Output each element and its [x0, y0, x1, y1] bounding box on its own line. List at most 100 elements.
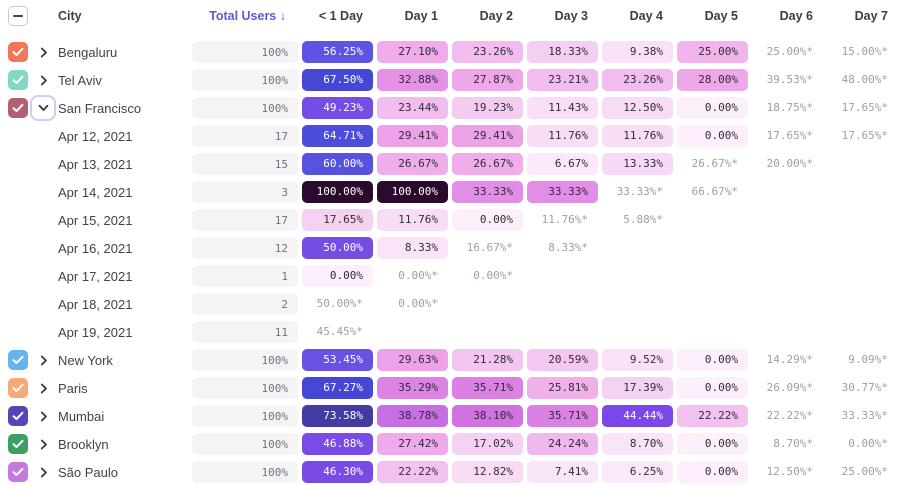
retention-cell[interactable]: 26.67%: [377, 153, 448, 175]
retention-cell[interactable]: 24.24%: [527, 433, 598, 455]
expand-chevron-right-icon[interactable]: [34, 378, 54, 398]
retention-cell[interactable]: 18.33%: [527, 41, 598, 63]
retention-cell[interactable]: 64.71%: [302, 125, 373, 147]
retention-cell[interactable]: 11.76%: [527, 125, 598, 147]
retention-cell[interactable]: 33.33%: [452, 181, 523, 203]
retention-cell[interactable]: 22.22%: [377, 461, 448, 483]
retention-cell[interactable]: 22.22%: [677, 405, 748, 427]
day-column-4: 17.39%: [598, 377, 673, 399]
row-checkbox[interactable]: [8, 378, 28, 398]
retention-cell[interactable]: 0.00%: [302, 265, 373, 287]
retention-cell[interactable]: 20.59%: [527, 349, 598, 371]
retention-cell[interactable]: 0.00%: [452, 209, 523, 231]
retention-cell[interactable]: 46.30%: [302, 461, 373, 483]
retention-cell[interactable]: 29.41%: [452, 125, 523, 147]
retention-cell[interactable]: 23.44%: [377, 97, 448, 119]
day-column-1: 26.67%: [373, 153, 448, 175]
retention-cell[interactable]: 32.88%: [377, 69, 448, 91]
retention-cell[interactable]: 6.25%: [602, 461, 673, 483]
row-checkbox[interactable]: [8, 434, 28, 454]
retention-cell[interactable]: 23.21%: [527, 69, 598, 91]
collapse-chevron-down-icon[interactable]: [30, 95, 56, 121]
retention-cell[interactable]: 0.00%: [677, 349, 748, 371]
retention-cell[interactable]: 56.25%: [302, 41, 373, 63]
retention-cell[interactable]: 46.88%: [302, 433, 373, 455]
day-column-2: 0.00%*: [448, 265, 523, 287]
table-header-row: City Total Users ↓ < 1 Day Day 1 Day 2 Day …: [0, 2, 920, 30]
row-checkbox[interactable]: [8, 42, 28, 62]
retention-cell[interactable]: 35.71%: [527, 405, 598, 427]
chevron-column: [28, 462, 58, 482]
retention-cell[interactable]: 44.44%: [602, 405, 673, 427]
row-checkbox[interactable]: [8, 350, 28, 370]
expand-chevron-right-icon[interactable]: [34, 350, 54, 370]
retention-cell[interactable]: 50.00%: [302, 237, 373, 259]
expand-chevron-right-icon[interactable]: [34, 462, 54, 482]
retention-cell[interactable]: 38.10%: [452, 405, 523, 427]
row-checkbox[interactable]: [8, 98, 28, 118]
retention-cell[interactable]: 7.41%: [527, 461, 598, 483]
expand-chevron-right-icon[interactable]: [34, 434, 54, 454]
retention-cell[interactable]: 23.26%: [452, 41, 523, 63]
retention-cell[interactable]: 11.43%: [527, 97, 598, 119]
retention-cell[interactable]: 12.82%: [452, 461, 523, 483]
retention-cell[interactable]: 67.50%: [302, 69, 373, 91]
retention-cell[interactable]: 29.41%: [377, 125, 448, 147]
expand-chevron-right-icon[interactable]: [34, 42, 54, 62]
retention-cell[interactable]: 8.70%: [602, 433, 673, 455]
retention-cell[interactable]: 73.58%: [302, 405, 373, 427]
retention-cell[interactable]: 27.87%: [452, 69, 523, 91]
retention-cell[interactable]: 0.00%: [677, 125, 748, 147]
retention-cell[interactable]: 11.76%: [377, 209, 448, 231]
row-checkbox[interactable]: [8, 70, 28, 90]
select-all-checkbox[interactable]: [8, 6, 28, 26]
retention-cell[interactable]: 9.38%: [602, 41, 673, 63]
retention-cell[interactable]: 28.00%: [677, 69, 748, 91]
retention-cell[interactable]: 38.78%: [377, 405, 448, 427]
retention-cell[interactable]: 8.33%: [377, 237, 448, 259]
row-checkbox[interactable]: [8, 462, 28, 482]
retention-cell[interactable]: 0.00%: [677, 461, 748, 483]
retention-cell[interactable]: 0.00%: [677, 97, 748, 119]
retention-cell[interactable]: 29.63%: [377, 349, 448, 371]
retention-cell[interactable]: 33.33%: [527, 181, 598, 203]
retention-cell[interactable]: 12.50%: [602, 97, 673, 119]
retention-cell[interactable]: 23.26%: [602, 69, 673, 91]
row-checkbox[interactable]: [8, 406, 28, 426]
expand-chevron-right-icon[interactable]: [34, 70, 54, 90]
retention-cell[interactable]: 9.52%: [602, 349, 673, 371]
retention-cell[interactable]: 27.42%: [377, 433, 448, 455]
day-column-3: 8.33%*: [523, 237, 598, 259]
retention-cell[interactable]: 100.00%: [377, 181, 448, 203]
retention-cell[interactable]: 27.10%: [377, 41, 448, 63]
day-column-0: 60.00%: [298, 153, 373, 175]
retention-cell[interactable]: 13.33%: [602, 153, 673, 175]
retention-cell[interactable]: 21.28%: [452, 349, 523, 371]
retention-cell[interactable]: 49.23%: [302, 97, 373, 119]
retention-cell[interactable]: 60.00%: [302, 153, 373, 175]
retention-cell[interactable]: 6.67%: [527, 153, 598, 175]
day-column-5: [673, 265, 748, 287]
column-header-total-users[interactable]: Total Users ↓: [209, 9, 286, 23]
retention-cell[interactable]: 17.65%: [302, 209, 373, 231]
retention-cell[interactable]: 35.71%: [452, 377, 523, 399]
retention-cell[interactable]: 25.00%: [677, 41, 748, 63]
retention-cell[interactable]: 26.67%: [452, 153, 523, 175]
day-column-7: 30.77%*: [823, 377, 898, 399]
expand-chevron-right-icon[interactable]: [34, 406, 54, 426]
retention-cell[interactable]: 11.76%: [602, 125, 673, 147]
table-row-city: Brooklyn 100% 46.88% 27.42% 17.02% 24.24% 8.70…: [0, 430, 920, 458]
retention-cell[interactable]: 0.00%: [677, 433, 748, 455]
retention-cell[interactable]: 53.45%: [302, 349, 373, 371]
day-column-5: 0.00%: [673, 349, 748, 371]
retention-cell[interactable]: 17.39%: [602, 377, 673, 399]
retention-cell[interactable]: 25.81%: [527, 377, 598, 399]
retention-cell[interactable]: 19.23%: [452, 97, 523, 119]
retention-cell[interactable]: 35.29%: [377, 377, 448, 399]
chevron-column: [28, 434, 58, 454]
retention-cell[interactable]: 0.00%: [677, 377, 748, 399]
retention-cell[interactable]: 17.02%: [452, 433, 523, 455]
retention-cell[interactable]: 100.00%: [302, 181, 373, 203]
total-users-cell: 100%: [192, 405, 298, 427]
retention-cell[interactable]: 67.27%: [302, 377, 373, 399]
